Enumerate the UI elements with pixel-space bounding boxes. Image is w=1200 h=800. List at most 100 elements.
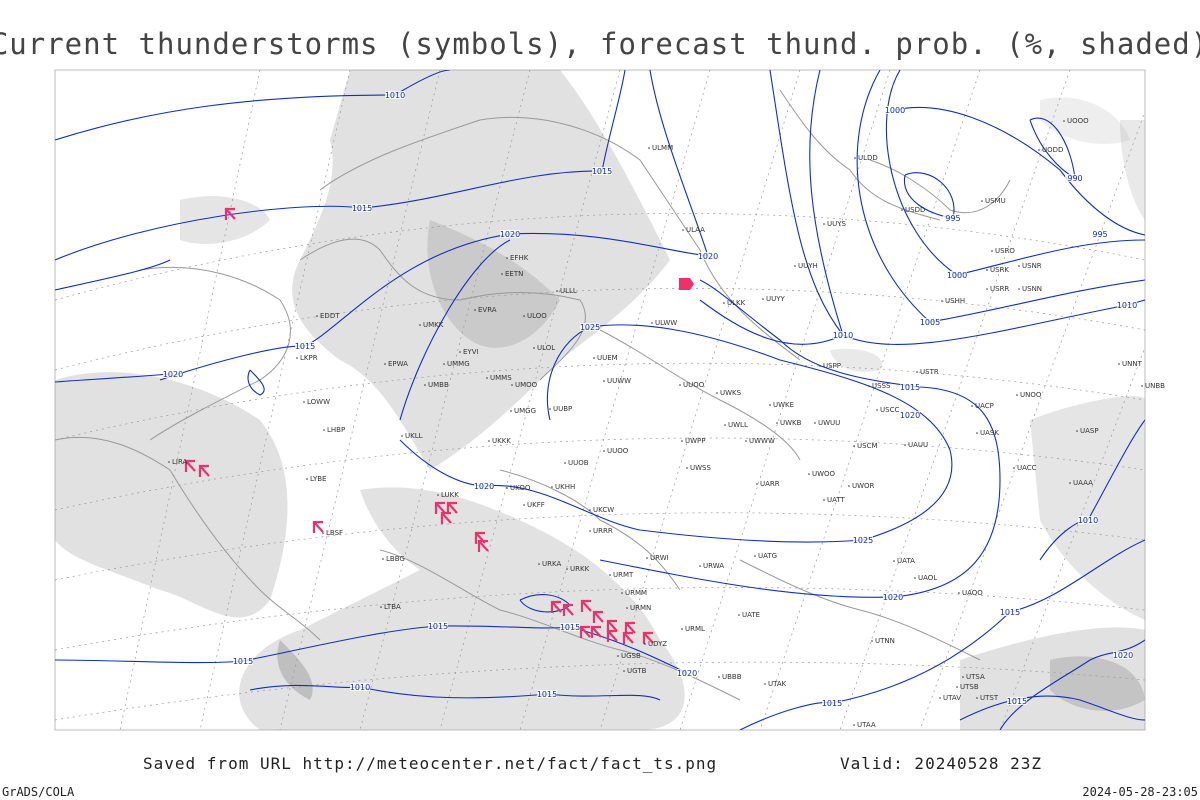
station-dot [848, 485, 850, 487]
station-label: UMMG [447, 360, 470, 368]
station-label: UATA [897, 557, 915, 565]
station-dot [814, 422, 816, 424]
station-dot [401, 435, 403, 437]
station-dot [853, 724, 855, 726]
station-dot [956, 686, 958, 688]
station-dot [419, 324, 421, 326]
isobar [249, 684, 661, 701]
station-label: ULDD [858, 154, 878, 162]
isobar-label: 1020 [500, 230, 520, 239]
station-dot [523, 315, 525, 317]
thunderstorm-symbol [312, 520, 324, 533]
isobar-label: 1015 [428, 622, 448, 631]
station-dot [681, 628, 683, 630]
station-dot [876, 409, 878, 411]
station-label: UKHH [555, 483, 575, 491]
meridian [199, 70, 351, 730]
station-label: USTR [920, 368, 939, 376]
isobar-label-bg [385, 91, 405, 99]
station-dot [1013, 467, 1015, 469]
station-dot [718, 676, 720, 678]
meridian [119, 70, 261, 730]
isobar-label: 1005 [920, 318, 940, 327]
isobar-label: 1015 [537, 690, 557, 699]
station-dot [1069, 482, 1071, 484]
station-dot [651, 322, 653, 324]
station-dot [303, 401, 305, 403]
station-label: ULKK [727, 299, 746, 307]
station-label: UWKE [773, 401, 794, 409]
thunderstorm-symbol [579, 625, 591, 638]
isobar-label-bg [537, 690, 557, 698]
station-label: UUOO [607, 447, 629, 455]
station-dot [958, 592, 960, 594]
station-dot [914, 577, 916, 579]
station-dot [893, 560, 895, 562]
station-label: ULOO [527, 312, 547, 320]
station-label: UTNN [875, 637, 895, 645]
isobar-label: 1000 [947, 271, 967, 280]
station-dot [556, 290, 558, 292]
station-label: UNOO [1020, 391, 1042, 399]
station-dot [617, 655, 619, 657]
isobar-label: 1020 [1113, 651, 1133, 660]
station-dot [644, 643, 646, 645]
isobar-label-bg [1065, 174, 1085, 182]
station-dot [756, 483, 758, 485]
thunderstorm-symbol [592, 610, 604, 623]
station-dot [589, 509, 591, 511]
isobar-label: 995 [1092, 230, 1107, 239]
station-dot [459, 351, 461, 353]
station-dot [486, 377, 488, 379]
station-dot [648, 147, 650, 149]
isobar-label-bg [500, 230, 520, 238]
coastline [779, 89, 941, 221]
isobar-label-bg [560, 623, 580, 631]
isobar-label-bg [474, 482, 494, 490]
station-label: URKA [542, 560, 561, 568]
isobar [599, 279, 1001, 598]
isobar-label-bg [900, 383, 920, 391]
station-dot [754, 555, 756, 557]
station-dot [1038, 149, 1040, 151]
station-dot [776, 422, 778, 424]
coastline [499, 469, 681, 591]
station-label: UTAA [857, 721, 876, 729]
station-dot [716, 392, 718, 394]
station-label: URMM [625, 589, 647, 597]
station-dot [523, 504, 525, 506]
station-dot [549, 408, 551, 410]
station-label: UMBB [428, 381, 449, 389]
station-dot [609, 574, 611, 576]
isobar-label-bg [592, 167, 612, 175]
thunderstorm-symbol [642, 631, 654, 644]
meridian [519, 70, 711, 730]
station-label: LIRA [172, 458, 188, 466]
isobar-label-bg [883, 593, 903, 601]
coastline [55, 436, 321, 641]
station-dot [868, 385, 870, 387]
station-label: UKKK [492, 437, 511, 445]
isobar-label: 1025 [580, 323, 600, 332]
station-dot [853, 445, 855, 447]
shaded-area [292, 70, 670, 470]
station-label: UWWW [749, 437, 775, 445]
station-dot [681, 440, 683, 442]
station-label: UBBB [722, 673, 742, 681]
station-label: URWA [703, 562, 724, 570]
station-label: UWOR [852, 482, 875, 490]
station-label: USDD [905, 206, 925, 214]
isobar [699, 70, 844, 345]
meridian [279, 70, 441, 730]
isobar-label-bg [163, 370, 183, 378]
station-label: UAOO [962, 589, 983, 597]
station-label: EYVI [463, 348, 479, 356]
station-label: UASK [980, 429, 999, 437]
station-label: UTAV [943, 694, 961, 702]
isobar-label: 1015 [233, 657, 253, 666]
station-dot [564, 462, 566, 464]
station-dot [1076, 430, 1078, 432]
station-label: UUYH [798, 262, 818, 270]
station-dot [316, 315, 318, 317]
isobar-label: 1015 [1000, 608, 1020, 617]
